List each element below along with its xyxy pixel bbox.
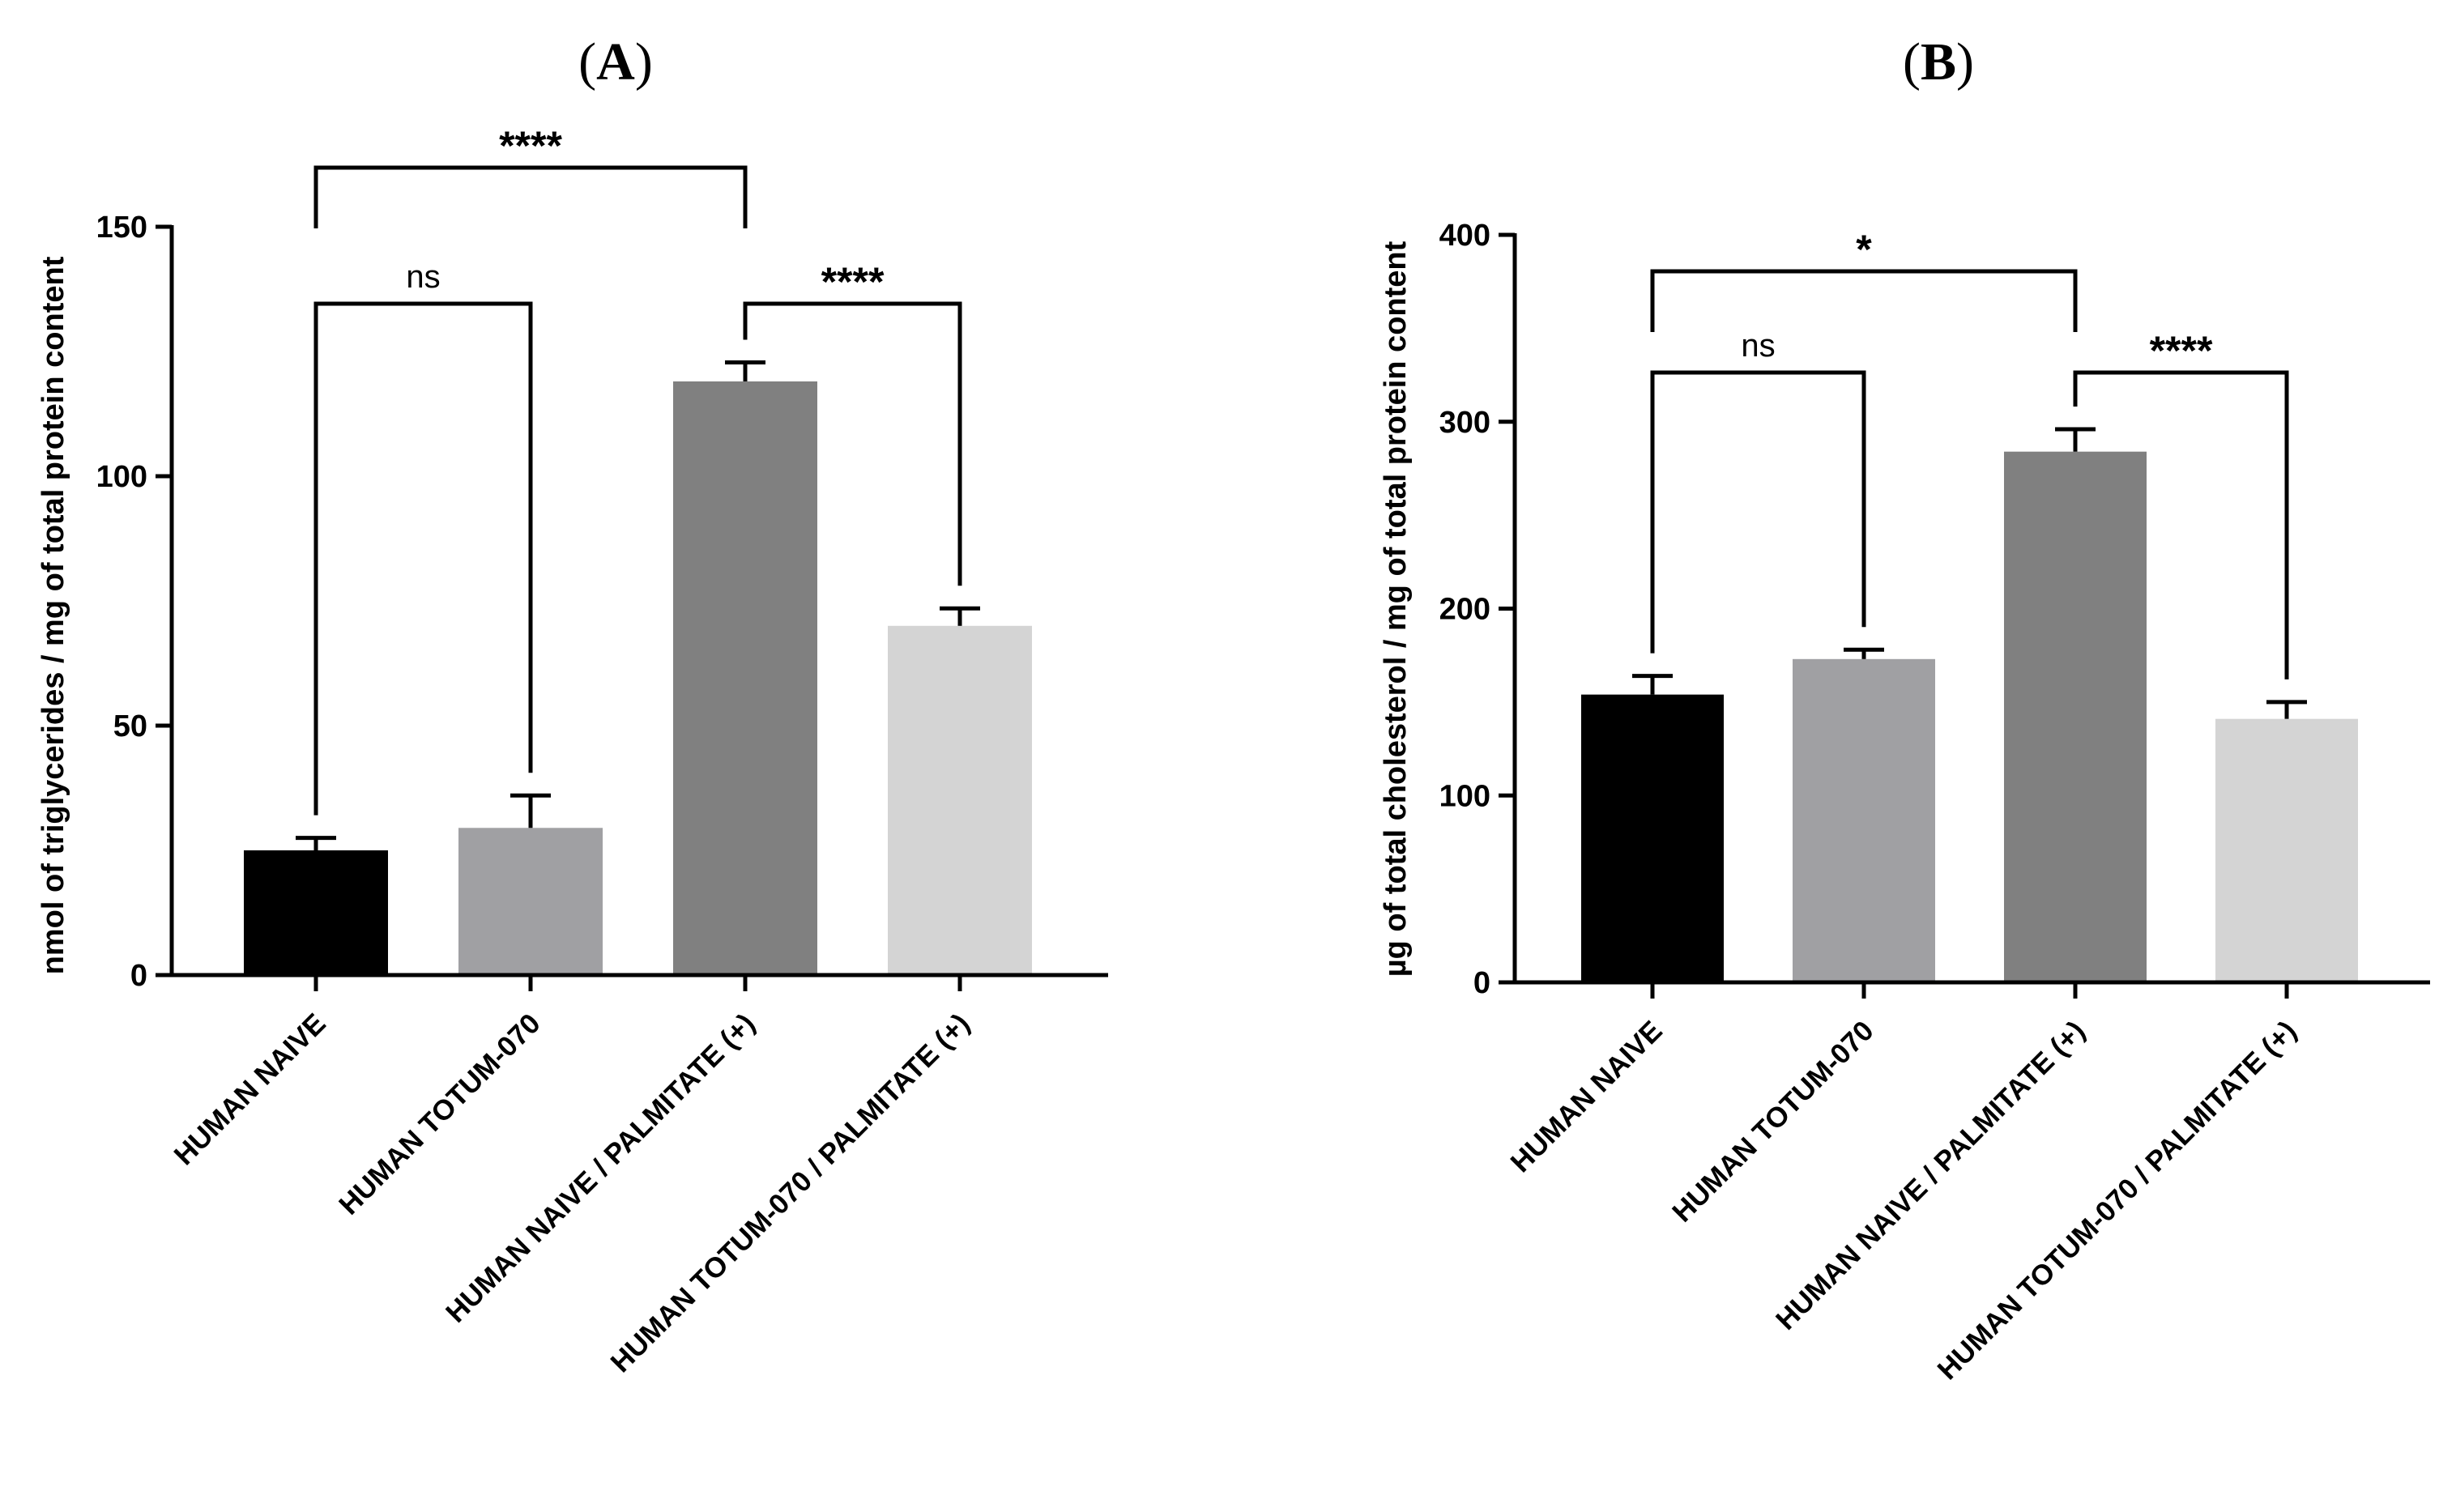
y-tick-label-1: 100 [1439, 779, 1490, 813]
y-tick-label-4: 400 [1439, 219, 1490, 253]
significance-bracket-2 [1650, 269, 2078, 332]
panel-label-letter: B [1921, 32, 1956, 92]
bar-2 [1793, 658, 1935, 982]
panel-label-close-paren: ) [1956, 32, 1974, 92]
panel-label-open-paren: ( [578, 32, 596, 92]
category-label-2: HUMAN TOTUM-070 [333, 1007, 547, 1221]
significance-label-1: ns [1741, 328, 1775, 364]
category-label-1: HUMAN NAIVE [168, 1007, 331, 1171]
significance-label-3: **** [2150, 328, 2213, 373]
bar-3 [2004, 451, 2147, 982]
panel-b-chart: (B) µg of total cholesterol / mg of total… [1379, 32, 2430, 1386]
bar-1 [1581, 694, 1724, 982]
bar-3 [673, 381, 817, 976]
significance-bracket-3 [2073, 370, 2289, 679]
significance-label-2: **** [499, 123, 562, 168]
bar-4 [888, 625, 1032, 975]
y-tick-label-3: 150 [96, 211, 147, 245]
significance-bracket-2 [313, 165, 748, 228]
panel-label-letter: A [596, 32, 635, 92]
significance-label-1: ns [406, 259, 440, 295]
category-label-2: HUMAN TOTUM-070 [1666, 1015, 1880, 1229]
significance-bracket-3 [743, 301, 962, 586]
y-tick-label-0: 0 [1473, 966, 1490, 1000]
category-label-4: HUMAN TOTUM-070 / PALMITATE (+) [604, 1007, 975, 1378]
category-label-1: HUMAN NAIVE [1504, 1015, 1668, 1178]
y-tick-label-1: 50 [113, 709, 147, 743]
y-axis-label: µg of total cholesterol / mg of total pr… [1379, 241, 1413, 977]
panel-label: (B) [1903, 32, 1974, 92]
panel-label-close-paren: ) [635, 32, 653, 92]
significance-label-3: **** [821, 259, 885, 305]
y-tick-label-0: 0 [130, 959, 147, 993]
panel-label: (A) [578, 32, 653, 92]
panel-a-chart: (A) nmol of triglycerides / mg of total p… [36, 32, 1108, 1378]
bar-2 [458, 828, 603, 975]
bar-1 [244, 850, 388, 975]
y-tick-label-2: 200 [1439, 593, 1490, 627]
significance-bracket-1 [313, 301, 533, 816]
category-label-4: HUMAN TOTUM-070 / PALMITATE (+) [1931, 1015, 2302, 1386]
significance-label-2: * [1856, 227, 1872, 272]
panel-label-open-paren: ( [1903, 32, 1921, 92]
y-tick-label-3: 300 [1439, 406, 1490, 440]
y-tick-label-2: 100 [96, 460, 147, 494]
bar-4 [2215, 718, 2358, 982]
y-axis-label: nmol of triglycerides / mg of total prot… [36, 256, 70, 974]
significance-bracket-1 [1650, 370, 1866, 654]
